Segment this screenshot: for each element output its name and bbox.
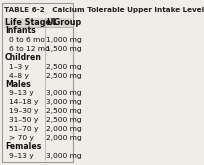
FancyBboxPatch shape bbox=[3, 18, 72, 27]
Text: 9–13 y: 9–13 y bbox=[9, 153, 34, 159]
Text: Infants: Infants bbox=[5, 27, 36, 35]
Text: 2,500 mg: 2,500 mg bbox=[47, 73, 82, 79]
Text: 51–70 y: 51–70 y bbox=[9, 126, 39, 132]
FancyBboxPatch shape bbox=[2, 3, 73, 162]
Text: 2,000 mg: 2,000 mg bbox=[47, 126, 82, 132]
Text: 19–30 y: 19–30 y bbox=[9, 108, 39, 114]
Text: > 70 y: > 70 y bbox=[9, 135, 34, 141]
Text: UL: UL bbox=[47, 18, 58, 27]
Text: 14–18 y: 14–18 y bbox=[9, 99, 39, 105]
Text: 4–8 y: 4–8 y bbox=[9, 73, 29, 79]
Text: 6 to 12 mo: 6 to 12 mo bbox=[9, 46, 50, 52]
Text: 31–50 y: 31–50 y bbox=[9, 117, 38, 123]
Text: 3,000 mg: 3,000 mg bbox=[47, 153, 82, 159]
Text: 2,500 mg: 2,500 mg bbox=[47, 108, 82, 114]
Text: 2,500 mg: 2,500 mg bbox=[47, 117, 82, 123]
Text: 2,500 mg: 2,500 mg bbox=[47, 64, 82, 70]
Text: Females: Females bbox=[5, 143, 41, 151]
Text: 2,000 mg: 2,000 mg bbox=[47, 135, 82, 141]
Text: 3,000 mg: 3,000 mg bbox=[47, 99, 82, 105]
Text: 1,000 mg: 1,000 mg bbox=[47, 37, 82, 43]
Text: Males: Males bbox=[5, 80, 31, 89]
Text: 9–13 y: 9–13 y bbox=[9, 90, 34, 97]
Text: 1–3 y: 1–3 y bbox=[9, 64, 29, 70]
Text: 0 to 6 mo: 0 to 6 mo bbox=[9, 37, 45, 43]
Text: TABLE 6-2   Calcium Tolerable Upper Intake Levels (UL) by Life Stage: TABLE 6-2 Calcium Tolerable Upper Intake… bbox=[4, 7, 204, 13]
Text: Children: Children bbox=[5, 53, 42, 62]
Text: 1,500 mg: 1,500 mg bbox=[47, 46, 82, 52]
Text: Life Stage Group: Life Stage Group bbox=[5, 18, 81, 27]
Text: 3,000 mg: 3,000 mg bbox=[47, 90, 82, 97]
